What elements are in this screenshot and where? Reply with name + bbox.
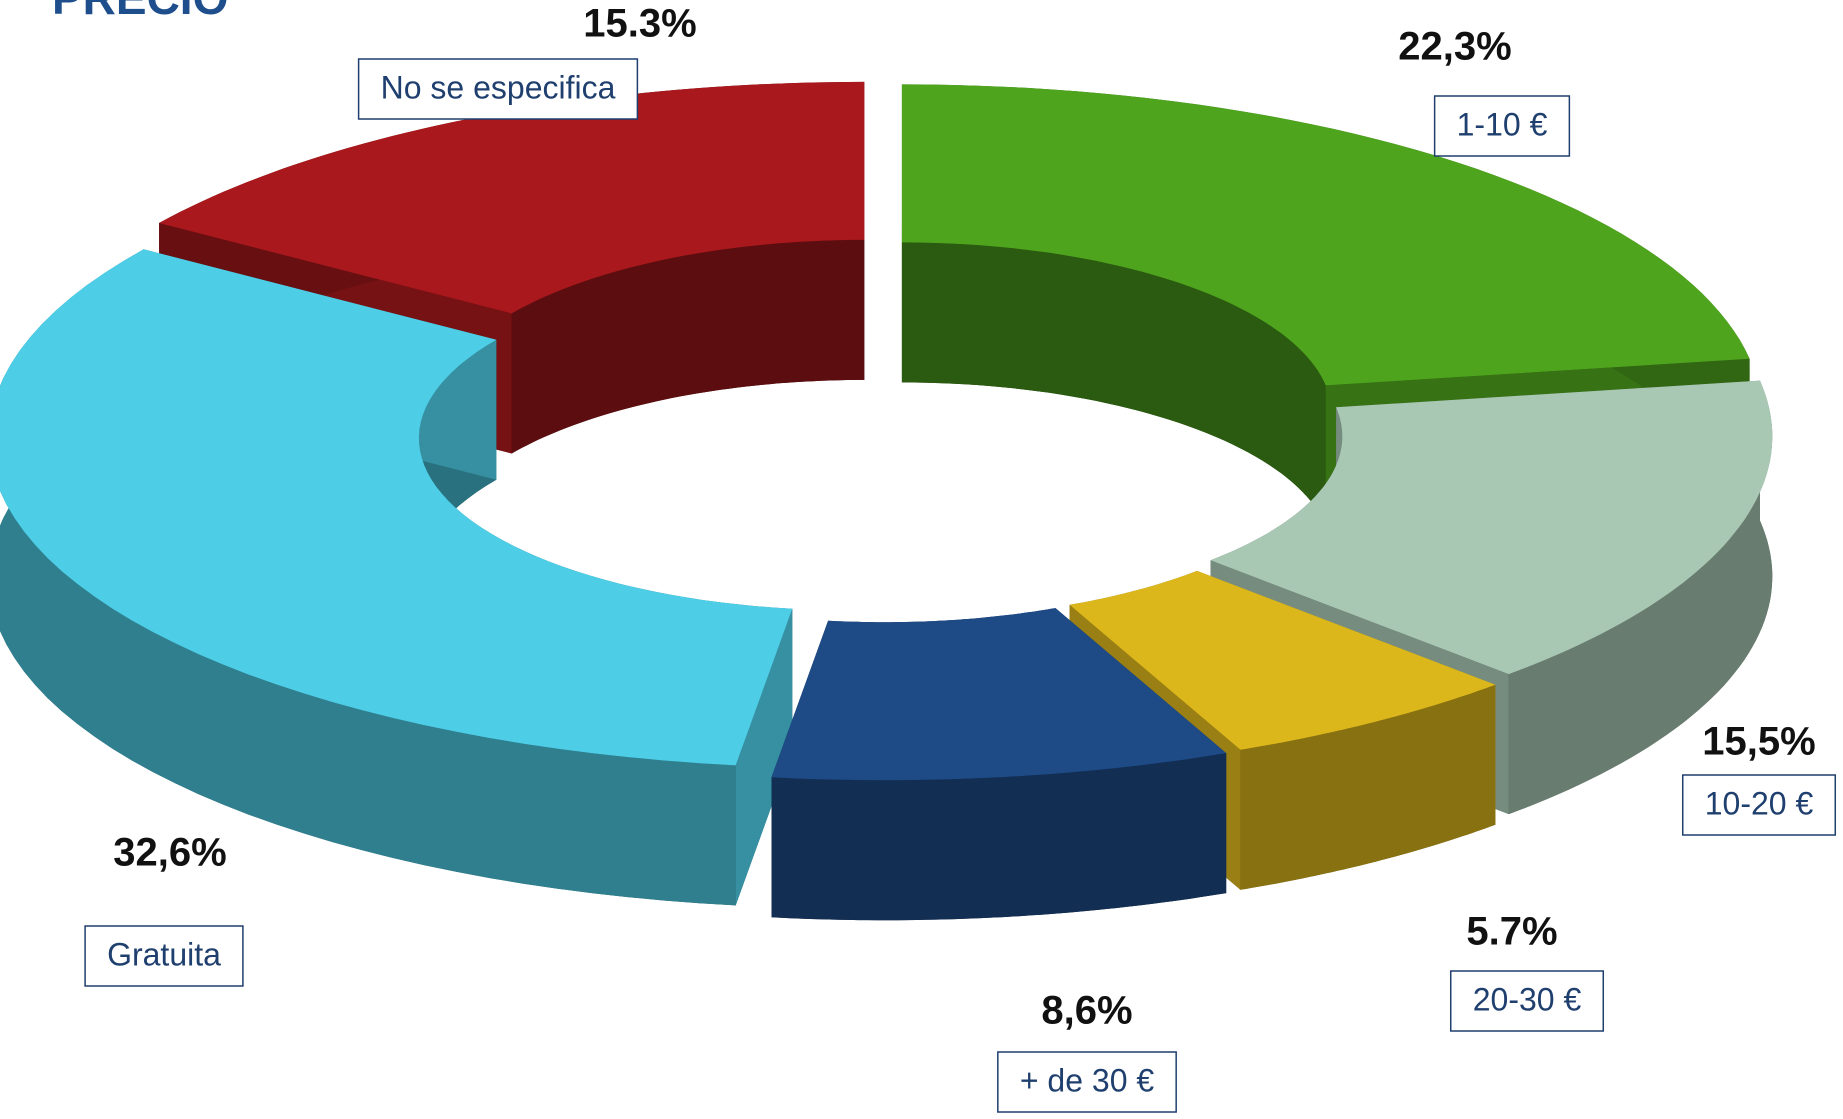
category-label: 10-20 € (1705, 785, 1814, 821)
label-box (997, 1051, 1177, 1113)
category-label: No se especifica (381, 69, 616, 105)
category-label: 1-10 € (1457, 106, 1548, 142)
slice-outer-wall (1508, 380, 1773, 815)
slice (159, 81, 865, 314)
data-label: 8,6% (1041, 989, 1132, 1033)
slice (1069, 570, 1496, 750)
category-label: + de 30 € (1020, 1062, 1155, 1098)
label-box (1681, 774, 1837, 836)
slice-edge (735, 608, 793, 906)
category-label: 20-30 € (1473, 981, 1582, 1017)
slice-inner-wall (511, 239, 865, 454)
slice (0, 249, 793, 906)
slice (901, 84, 1750, 386)
slice (1210, 380, 1773, 675)
label-box (84, 925, 244, 987)
data-label: 32,6% (113, 831, 226, 875)
data-label: 15,5% (1702, 720, 1815, 764)
chart-title: PRECIO (52, 0, 228, 24)
data-label: 22,3% (1398, 25, 1511, 69)
data-label: 5.7% (1466, 910, 1557, 954)
data-label: 15.3% (583, 2, 696, 46)
slice (1069, 570, 1496, 890)
slice-outer-wall (1240, 684, 1496, 890)
slice (0, 249, 793, 766)
slice-outer-wall (771, 753, 1227, 921)
label-box (357, 58, 639, 120)
label-box (1433, 95, 1571, 157)
slice (771, 608, 1227, 921)
slice-inner-wall (901, 242, 1326, 526)
category-label: Gratuita (107, 936, 221, 972)
label-box (1449, 970, 1605, 1032)
slice (771, 608, 1227, 781)
slice-outer-wall (0, 249, 736, 906)
